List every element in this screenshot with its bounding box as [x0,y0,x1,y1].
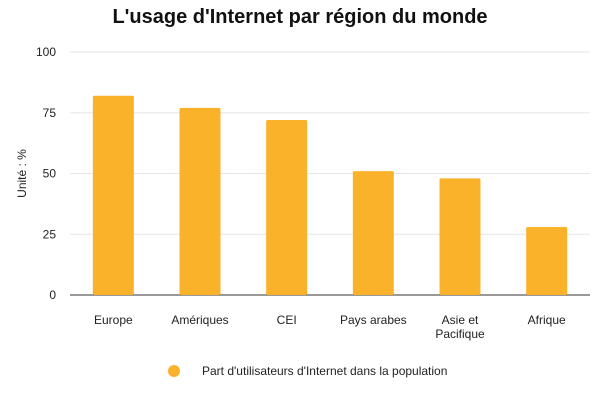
x-category-label: CEI [277,313,297,327]
legend: Part d'utilisateurs d'Internet dans la p… [168,362,447,380]
x-category-label: Afrique [528,313,566,327]
chart-title: L'usage d'Internet par région du monde [112,6,488,28]
bar [526,226,568,295]
y-tick-label: 0 [49,288,56,302]
bar [92,95,134,296]
bar [352,171,394,295]
x-category-label: Pacifique [435,327,485,341]
y-tick-label: 50 [43,167,57,181]
legend-swatch [168,365,180,377]
y-tick-label: 75 [43,106,57,120]
y-tick-label: 25 [43,227,57,241]
x-category-label: Amériques [171,313,228,327]
legend-label: Part d'utilisateurs d'Internet dans la p… [202,364,448,378]
x-category-label: Europe [94,313,133,327]
x-category-label: Pays arabes [340,313,407,327]
bar [179,107,221,295]
bar [266,120,308,295]
y-tick-label: 100 [36,45,56,59]
bar [439,178,481,295]
x-category-label: Asie et [442,313,479,327]
y-axis-title: Unité : % [15,149,29,198]
